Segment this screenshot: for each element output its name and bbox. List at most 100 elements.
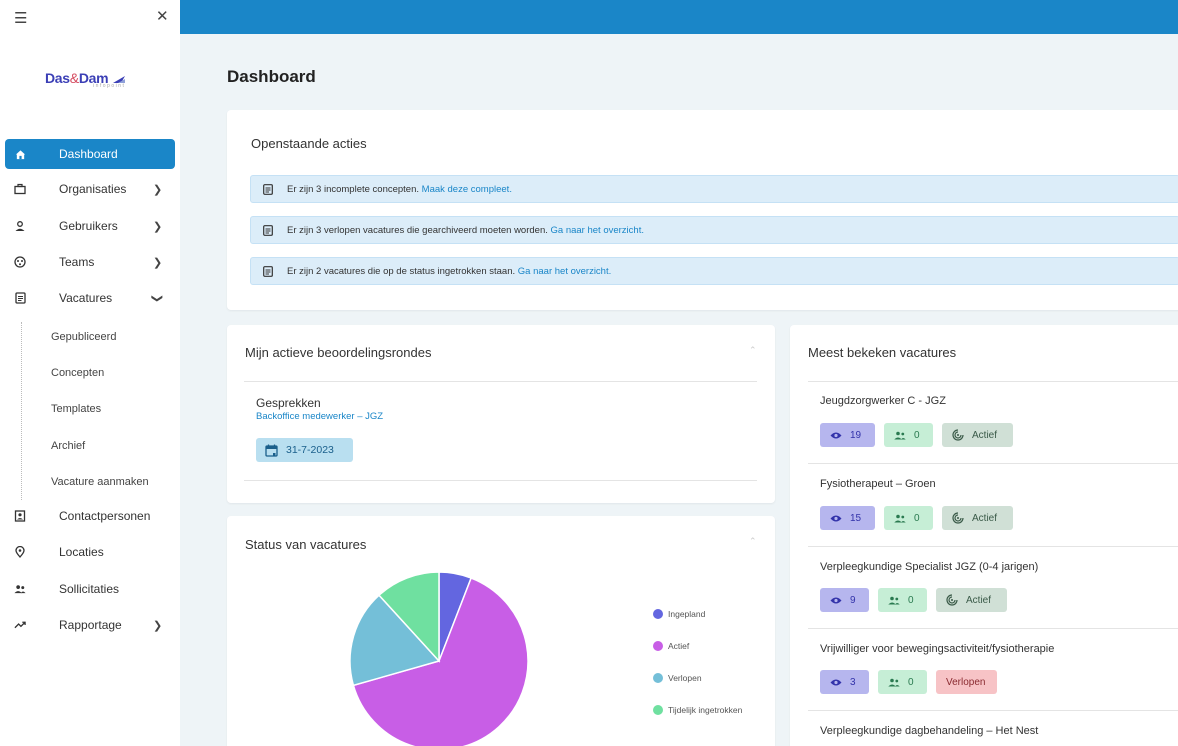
legend-item[interactable]: Verlopen bbox=[653, 673, 702, 683]
logo-mark-icon bbox=[112, 75, 125, 83]
alert-text: Er zijn 3 verlopen vacatures die gearchi… bbox=[287, 224, 551, 236]
people-icon bbox=[894, 431, 906, 440]
contact-card-icon bbox=[14, 510, 26, 522]
alert-link[interactable]: Maak deze compleet. bbox=[421, 183, 512, 195]
sidebar-item-contactpersonen[interactable]: Contactpersonen bbox=[5, 501, 175, 531]
collapse-chevron-icon[interactable]: ⌃ bbox=[749, 345, 757, 355]
vacancy-title[interactable]: Verpleegkundige Specialist JGZ (0-4 jari… bbox=[820, 561, 1039, 573]
chevron-right-icon: ❯ bbox=[153, 256, 163, 269]
sidebar-item-label: Teams bbox=[59, 255, 95, 269]
sidebar-item-label: Organisaties bbox=[59, 182, 127, 196]
sidebar-item-vacatures[interactable]: Vacatures ❯ bbox=[5, 283, 175, 313]
round-date: 31-7-2023 bbox=[286, 444, 334, 456]
top-bar bbox=[180, 0, 1178, 34]
round-item-link[interactable]: Backoffice medewerker – JGZ bbox=[256, 411, 384, 422]
submenu-item-templates[interactable]: Templates bbox=[51, 403, 102, 415]
alert-link[interactable]: Ga naar het overzicht. bbox=[517, 265, 612, 277]
eye-icon bbox=[830, 596, 842, 605]
vacancy-status-title: Status van vacatures bbox=[245, 537, 367, 552]
home-icon bbox=[14, 148, 26, 160]
logo[interactable]: Das&Dam infopoint bbox=[45, 70, 126, 89]
eye-icon bbox=[830, 431, 842, 440]
views-badge: 15 bbox=[820, 506, 875, 530]
applicants-badge: 0 bbox=[878, 670, 927, 694]
eye-icon bbox=[830, 514, 842, 523]
sidebar-item-sollicitaties[interactable]: Sollicitaties bbox=[5, 574, 175, 604]
collapse-chevron-icon[interactable]: ⌃ bbox=[749, 536, 757, 546]
pie-slice-tijdelijk-ingetrokken[interactable] bbox=[377, 571, 440, 663]
legend-item[interactable]: Actief bbox=[653, 641, 689, 651]
divider bbox=[244, 480, 757, 481]
applicants-count: 0 bbox=[914, 512, 920, 524]
sidebar: ☰ ✕ Das&Dam infopoint Dashboard Organisa… bbox=[0, 0, 180, 746]
views-badge: 9 bbox=[820, 588, 869, 612]
sidebar-item-label: Locaties bbox=[59, 545, 104, 559]
legend-item[interactable]: Ingepland bbox=[653, 609, 705, 619]
trend-icon bbox=[14, 619, 26, 631]
applicants-badge: 0 bbox=[884, 423, 933, 447]
sidebar-item-gebruikers[interactable]: Gebruikers ❯ bbox=[5, 211, 175, 241]
views-count: 3 bbox=[850, 676, 856, 688]
submenu-item-concepten[interactable]: Concepten bbox=[51, 367, 105, 379]
divider bbox=[808, 381, 1178, 382]
sidebar-item-organisaties[interactable]: Organisaties ❯ bbox=[5, 174, 175, 204]
page-title: Dashboard bbox=[227, 67, 316, 86]
legend-dot bbox=[653, 705, 663, 715]
people-icon bbox=[894, 514, 906, 523]
submenu-item-archief[interactable]: Archief bbox=[51, 440, 86, 452]
briefcase-icon bbox=[14, 183, 26, 195]
radar-icon bbox=[952, 429, 964, 441]
legend-label: Ingepland bbox=[668, 609, 706, 619]
legend-item[interactable]: Tijdelijk ingetrokken bbox=[653, 705, 742, 715]
chevron-right-icon: ❯ bbox=[153, 220, 163, 233]
sidebar-item-label: Contactpersonen bbox=[59, 509, 151, 523]
sidebar-item-dashboard[interactable]: Dashboard bbox=[5, 139, 175, 169]
status-badge: Actief bbox=[942, 506, 1013, 530]
status-label: Actief bbox=[972, 512, 998, 524]
views-badge: 19 bbox=[820, 423, 875, 447]
alert-withdrawn-vacancies: Er zijn 2 vacatures die op de status ing… bbox=[250, 257, 1178, 285]
sidebar-item-locaties[interactable]: Locaties bbox=[5, 537, 175, 567]
submenu-guide-line bbox=[21, 322, 22, 500]
status-badge: Actief bbox=[936, 588, 1007, 612]
document-icon bbox=[263, 184, 273, 198]
hamburger-menu-icon[interactable]: ☰ bbox=[14, 10, 28, 27]
legend-dot bbox=[653, 673, 663, 683]
teams-icon bbox=[14, 256, 26, 268]
vacancy-title[interactable]: Jeugdzorgwerker C - JGZ bbox=[820, 395, 946, 407]
radar-icon bbox=[952, 512, 964, 524]
sidebar-item-label: Sollicitaties bbox=[59, 582, 120, 596]
alert-text: Er zijn 2 vacatures die op de status ing… bbox=[287, 265, 518, 277]
views-badge: 3 bbox=[820, 670, 869, 694]
status-pie-chart bbox=[349, 571, 529, 746]
vacancy-title[interactable]: Verpleegkundige dagbehandeling – Het Nes… bbox=[820, 725, 1039, 737]
sidebar-item-label: Vacatures bbox=[59, 291, 113, 305]
status-label: Verlopen bbox=[946, 676, 986, 688]
round-date-badge: 31-7-2023 bbox=[256, 438, 353, 462]
submenu-item-vacature-aanmaken[interactable]: Vacature aanmaken bbox=[51, 476, 149, 488]
sidebar-item-rapportage[interactable]: Rapportage ❯ bbox=[5, 610, 175, 640]
radar-icon bbox=[946, 594, 958, 606]
most-viewed-title: Meest bekeken vacatures bbox=[808, 345, 957, 360]
people-icon bbox=[888, 678, 900, 687]
legend-label: Tijdelijk ingetrokken bbox=[668, 705, 743, 715]
legend-label: Actief bbox=[668, 641, 690, 651]
pie-slice-actief[interactable] bbox=[352, 577, 529, 746]
pie-slice-verlopen[interactable] bbox=[349, 594, 441, 687]
views-count: 19 bbox=[850, 429, 862, 441]
alert-link[interactable]: Ga naar het overzicht. bbox=[550, 224, 644, 236]
views-count: 9 bbox=[850, 594, 856, 606]
applicants-count: 0 bbox=[914, 429, 920, 441]
legend-label: Verlopen bbox=[668, 673, 702, 683]
close-icon[interactable]: ✕ bbox=[156, 8, 169, 25]
applicants-badge: 0 bbox=[884, 506, 933, 530]
user-icon bbox=[14, 220, 26, 232]
calendar-icon bbox=[265, 444, 278, 457]
vacancy-title[interactable]: Fysiotherapeut – Groen bbox=[820, 478, 936, 490]
vacancy-title[interactable]: Vrijwilliger voor bewegingsactiviteit/fy… bbox=[820, 643, 1055, 655]
location-pin-icon bbox=[14, 546, 26, 558]
sidebar-item-teams[interactable]: Teams ❯ bbox=[5, 247, 175, 277]
submenu-item-gepubliceerd[interactable]: Gepubliceerd bbox=[51, 331, 117, 343]
sidebar-item-label: Rapportage bbox=[59, 618, 122, 632]
document-icon bbox=[14, 292, 26, 304]
